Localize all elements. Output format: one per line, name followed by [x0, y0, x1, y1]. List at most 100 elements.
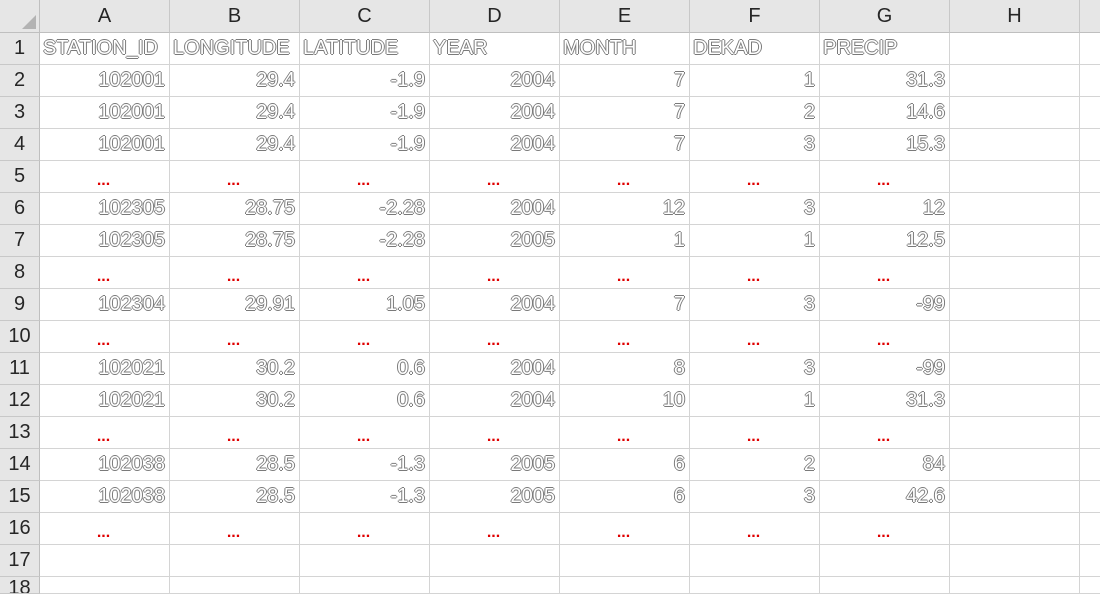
- row-header-6[interactable]: 6: [0, 193, 40, 225]
- cell-g11[interactable]: -99: [820, 353, 950, 385]
- cell-e4[interactable]: 7: [560, 129, 690, 161]
- cell-e6[interactable]: 12: [560, 193, 690, 225]
- cell-d2[interactable]: 2004: [430, 65, 560, 97]
- cell-a16[interactable]: ...: [40, 513, 170, 545]
- row-header-11[interactable]: 11: [0, 353, 40, 385]
- cell-a4[interactable]: 102001: [40, 129, 170, 161]
- cell-c17[interactable]: [300, 545, 430, 577]
- cell-c7[interactable]: -2.28: [300, 225, 430, 257]
- cell-f6[interactable]: 3: [690, 193, 820, 225]
- cell-e13[interactable]: ...: [560, 417, 690, 449]
- column-header-d[interactable]: D: [430, 0, 560, 33]
- cell-c15[interactable]: -1.3: [300, 481, 430, 513]
- cell-b11[interactable]: 30.2: [170, 353, 300, 385]
- cell-c2[interactable]: -1.9: [300, 65, 430, 97]
- cell-e1[interactable]: MONTH: [560, 33, 690, 65]
- cell-h6[interactable]: [950, 193, 1080, 225]
- cell-f11[interactable]: 3: [690, 353, 820, 385]
- cell-c3[interactable]: -1.9: [300, 97, 430, 129]
- cell-h18[interactable]: [950, 577, 1080, 594]
- cell-e8[interactable]: ...: [560, 257, 690, 289]
- cell-e10[interactable]: ...: [560, 321, 690, 353]
- cell-a18[interactable]: [40, 577, 170, 594]
- cell-a10[interactable]: ...: [40, 321, 170, 353]
- cell-h4[interactable]: [950, 129, 1080, 161]
- cell-g4[interactable]: 15.3: [820, 129, 950, 161]
- cell-c9[interactable]: 1.05: [300, 289, 430, 321]
- cell-e16[interactable]: ...: [560, 513, 690, 545]
- cell-c16[interactable]: ...: [300, 513, 430, 545]
- cell-a12[interactable]: 102021: [40, 385, 170, 417]
- row-header-8[interactable]: 8: [0, 257, 40, 289]
- cell-h7[interactable]: [950, 225, 1080, 257]
- cell-a14[interactable]: 102038: [40, 449, 170, 481]
- row-header-9[interactable]: 9: [0, 289, 40, 321]
- cell-h11[interactable]: [950, 353, 1080, 385]
- cell-g8[interactable]: ...: [820, 257, 950, 289]
- cell-a5[interactable]: ...: [40, 161, 170, 193]
- cell-h15[interactable]: [950, 481, 1080, 513]
- column-header-b[interactable]: B: [170, 0, 300, 33]
- cell-d8[interactable]: ...: [430, 257, 560, 289]
- cell-g5[interactable]: ...: [820, 161, 950, 193]
- cell-f17[interactable]: [690, 545, 820, 577]
- cell-g6[interactable]: 12: [820, 193, 950, 225]
- cell-d6[interactable]: 2004: [430, 193, 560, 225]
- row-header-15[interactable]: 15: [0, 481, 40, 513]
- cell-c6[interactable]: -2.28: [300, 193, 430, 225]
- cell-a11[interactable]: 102021: [40, 353, 170, 385]
- column-header-a[interactable]: A: [40, 0, 170, 33]
- cell-h2[interactable]: [950, 65, 1080, 97]
- cell-h12[interactable]: [950, 385, 1080, 417]
- cell-f3[interactable]: 2: [690, 97, 820, 129]
- cell-i10[interactable]: [1080, 321, 1100, 353]
- cell-d5[interactable]: ...: [430, 161, 560, 193]
- cell-f2[interactable]: 1: [690, 65, 820, 97]
- cell-i8[interactable]: [1080, 257, 1100, 289]
- cell-i15[interactable]: [1080, 481, 1100, 513]
- cell-d14[interactable]: 2005: [430, 449, 560, 481]
- cell-g18[interactable]: [820, 577, 950, 594]
- column-header-h[interactable]: H: [950, 0, 1080, 33]
- cell-d16[interactable]: ...: [430, 513, 560, 545]
- row-header-1[interactable]: 1: [0, 33, 40, 65]
- row-header-13[interactable]: 13: [0, 417, 40, 449]
- row-header-2[interactable]: 2: [0, 65, 40, 97]
- cell-a9[interactable]: 102304: [40, 289, 170, 321]
- cell-h17[interactable]: [950, 545, 1080, 577]
- cell-i2[interactable]: [1080, 65, 1100, 97]
- cell-g1[interactable]: PRECIP: [820, 33, 950, 65]
- cell-f18[interactable]: [690, 577, 820, 594]
- cell-d9[interactable]: 2004: [430, 289, 560, 321]
- cell-h10[interactable]: [950, 321, 1080, 353]
- cell-h5[interactable]: [950, 161, 1080, 193]
- cell-a2[interactable]: 102001: [40, 65, 170, 97]
- column-header-g[interactable]: G: [820, 0, 950, 33]
- cell-g10[interactable]: ...: [820, 321, 950, 353]
- cell-d17[interactable]: [430, 545, 560, 577]
- cell-e18[interactable]: [560, 577, 690, 594]
- cell-e11[interactable]: 8: [560, 353, 690, 385]
- cell-d13[interactable]: ...: [430, 417, 560, 449]
- cell-i12[interactable]: [1080, 385, 1100, 417]
- cell-d10[interactable]: ...: [430, 321, 560, 353]
- row-header-12[interactable]: 12: [0, 385, 40, 417]
- cell-c12[interactable]: 0.6: [300, 385, 430, 417]
- cell-b9[interactable]: 29.91: [170, 289, 300, 321]
- cell-g12[interactable]: 31.3: [820, 385, 950, 417]
- cell-b15[interactable]: 28.5: [170, 481, 300, 513]
- cell-b8[interactable]: ...: [170, 257, 300, 289]
- cell-d4[interactable]: 2004: [430, 129, 560, 161]
- cell-d15[interactable]: 2005: [430, 481, 560, 513]
- cell-i13[interactable]: [1080, 417, 1100, 449]
- cell-a15[interactable]: 102038: [40, 481, 170, 513]
- cell-g2[interactable]: 31.3: [820, 65, 950, 97]
- cell-c5[interactable]: ...: [300, 161, 430, 193]
- cell-a3[interactable]: 102001: [40, 97, 170, 129]
- cell-c18[interactable]: [300, 577, 430, 594]
- row-header-18[interactable]: 18: [0, 577, 40, 594]
- cell-f7[interactable]: 1: [690, 225, 820, 257]
- cell-g3[interactable]: 14.6: [820, 97, 950, 129]
- cell-b5[interactable]: ...: [170, 161, 300, 193]
- cell-i6[interactable]: [1080, 193, 1100, 225]
